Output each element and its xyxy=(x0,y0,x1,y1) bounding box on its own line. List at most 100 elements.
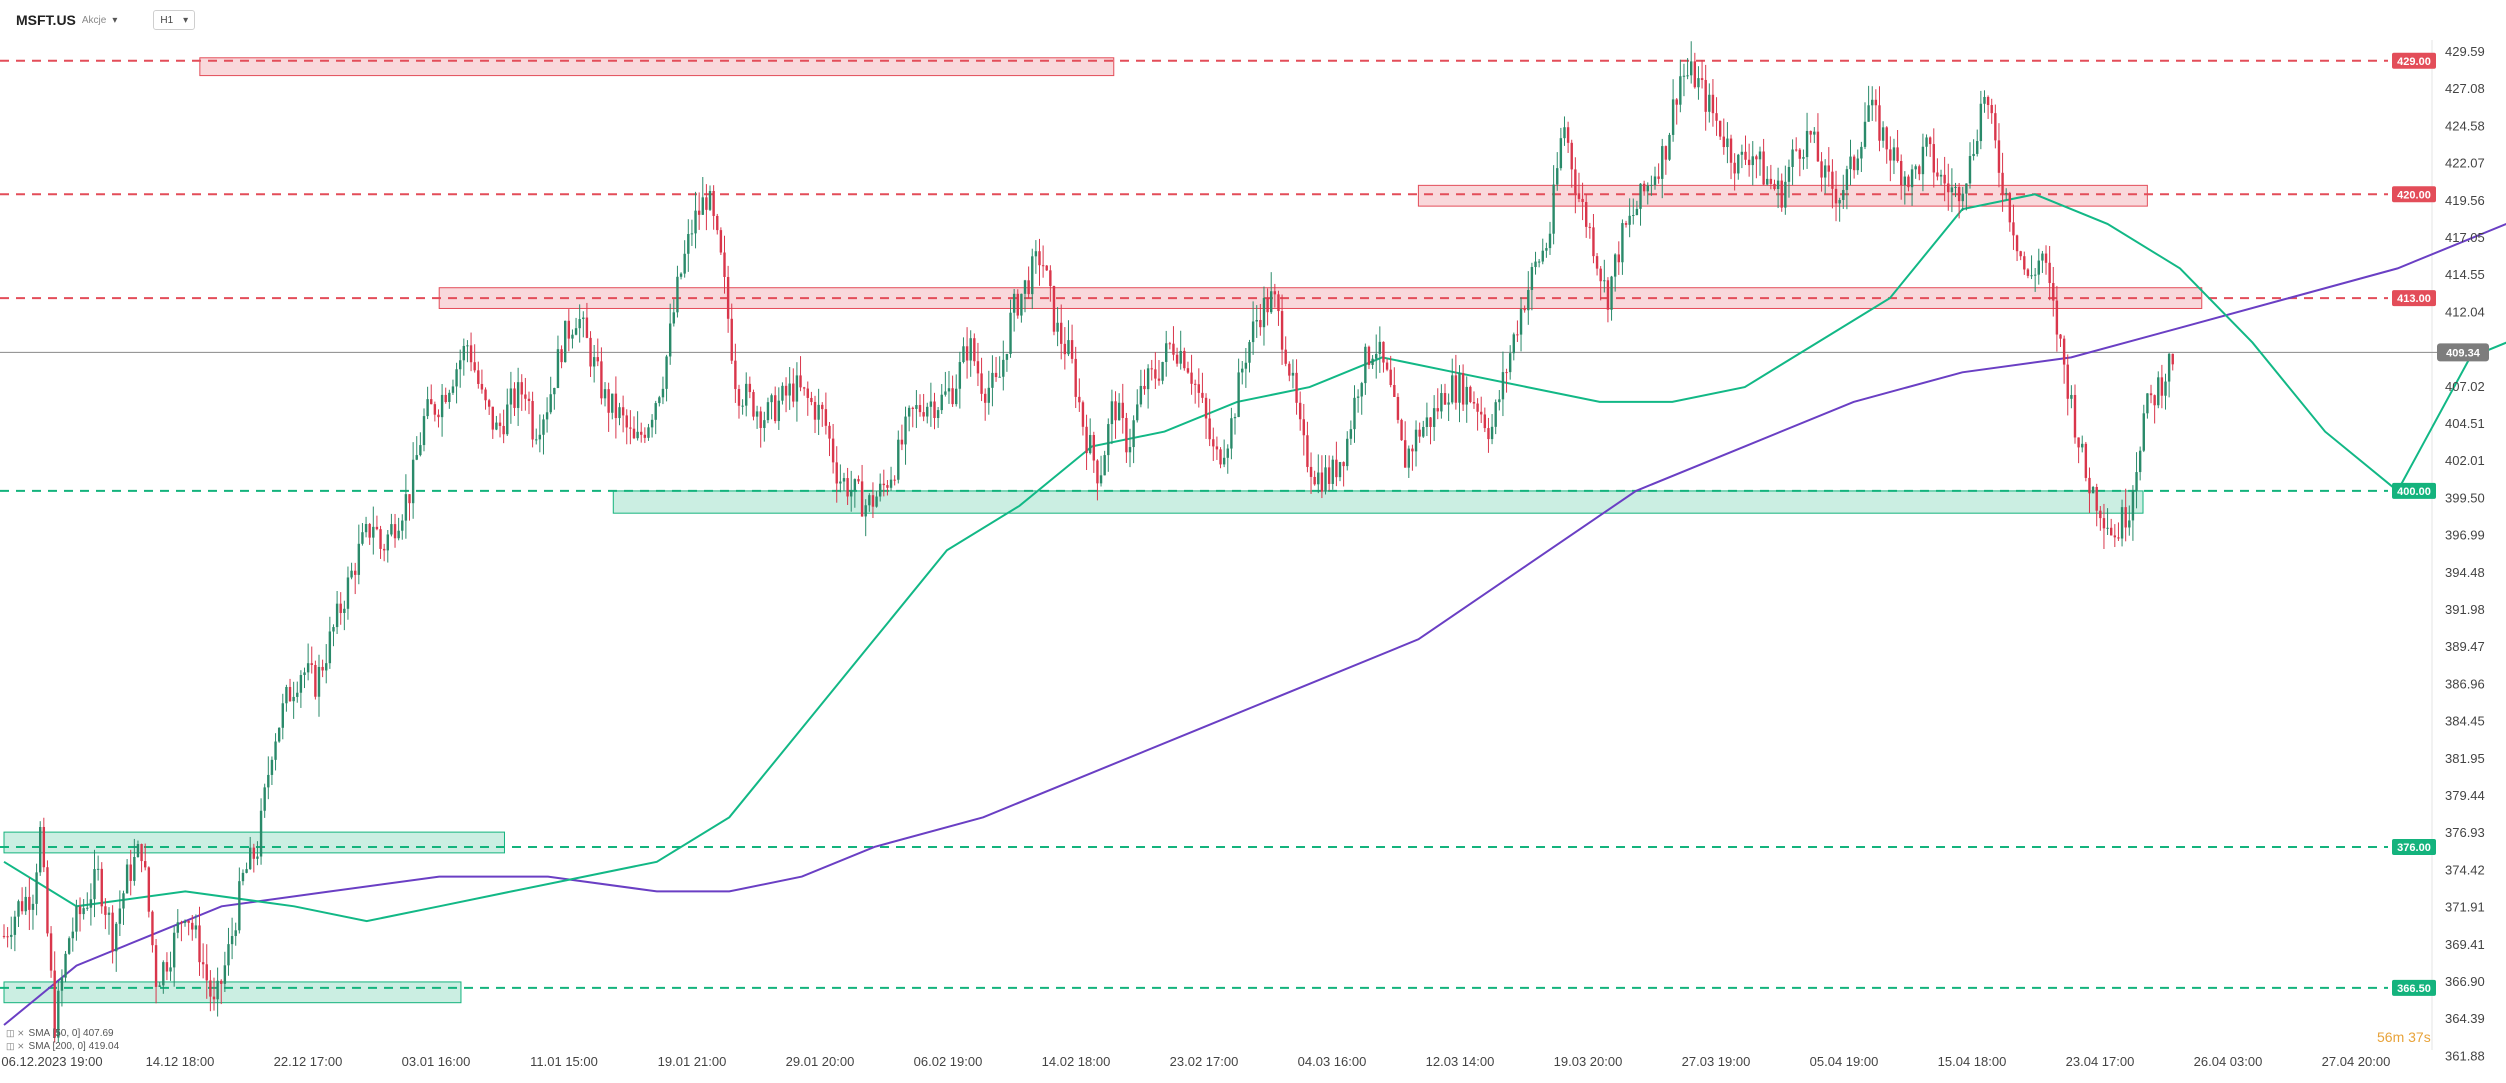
candle-down xyxy=(1060,322,1063,344)
candle-down xyxy=(49,933,53,971)
candle-down xyxy=(20,901,24,912)
candle-up xyxy=(687,234,690,254)
candle-down xyxy=(1418,429,1421,437)
candle-down xyxy=(1733,162,1736,174)
candle-up xyxy=(1849,156,1852,170)
candle-down xyxy=(1762,151,1765,185)
symbol-name[interactable]: MSFT.US xyxy=(16,12,76,28)
candle-up xyxy=(1414,429,1418,452)
candle-down xyxy=(382,548,386,551)
y-tick-label: 364.39 xyxy=(2445,1011,2485,1026)
candle-up xyxy=(462,345,466,361)
candle-up xyxy=(1921,146,1925,175)
candle-up xyxy=(1244,362,1248,369)
level-label-bg xyxy=(2392,482,2436,499)
candle-up xyxy=(1871,99,1874,106)
x-tick-label: 15.04 18:00 xyxy=(1938,1054,2007,1069)
candle-down xyxy=(498,422,502,426)
candle-down xyxy=(1335,459,1338,478)
candle-up xyxy=(665,356,668,389)
candle-down xyxy=(614,393,618,419)
candle-down xyxy=(1461,373,1465,405)
candle-down xyxy=(1197,384,1201,393)
symbol-dropdown-icon[interactable]: ▾ xyxy=(112,14,118,26)
indicator-icon: ◫ ⨯ xyxy=(6,1028,25,1038)
candle-down xyxy=(1309,466,1313,477)
candle-down xyxy=(2171,353,2174,365)
candle-down xyxy=(2066,364,2069,399)
y-tick-label: 422.07 xyxy=(2445,156,2485,171)
candle-down xyxy=(643,434,647,438)
candle-up xyxy=(172,932,176,968)
candle-down xyxy=(621,407,625,416)
candle-down xyxy=(2073,394,2077,438)
legend-sma200[interactable]: ◫ ⨯ SMA [200, 0] 419.04 xyxy=(6,1040,119,1053)
candle-down xyxy=(1704,79,1707,112)
candle-up xyxy=(592,357,596,367)
candle-up xyxy=(929,401,933,407)
candle-down xyxy=(1038,251,1041,266)
candle-down xyxy=(784,385,788,396)
candle-down xyxy=(1827,165,1830,172)
x-tick-label: 04.03 16:00 xyxy=(1298,1054,1367,1069)
candle-down xyxy=(980,373,983,394)
candle-up xyxy=(878,483,882,497)
candle-up xyxy=(679,273,683,277)
candle-up xyxy=(93,869,96,900)
candle-down xyxy=(469,345,473,363)
candle-up xyxy=(1784,181,1787,208)
legend-sma50[interactable]: ◫ ⨯ SMA [50, 0] 407.69 xyxy=(6,1027,119,1040)
candle-up xyxy=(618,407,621,419)
candle-down xyxy=(1443,393,1447,405)
candle-down xyxy=(1016,293,1019,316)
candle-up xyxy=(1360,383,1363,397)
candle-up xyxy=(245,869,248,873)
candle-up xyxy=(1726,138,1729,148)
candle-up xyxy=(1519,308,1523,335)
timeframe-select[interactable]: H1 ▾ xyxy=(153,10,196,30)
candle-up xyxy=(1425,417,1429,427)
y-tick-label: 374.42 xyxy=(2445,862,2485,877)
candle-up xyxy=(1255,320,1258,322)
candle-up xyxy=(1324,467,1327,492)
candle-down xyxy=(78,906,82,915)
x-tick-label: 12.03 14:00 xyxy=(1426,1054,1495,1069)
candle-down xyxy=(1896,147,1899,162)
candle-up xyxy=(256,856,259,859)
candle-up xyxy=(1530,267,1534,290)
candle-down xyxy=(310,663,313,665)
candle-up xyxy=(2142,413,2145,451)
y-tick-label: 389.47 xyxy=(2445,639,2485,654)
candle-up xyxy=(958,362,962,389)
candle-down xyxy=(2055,300,2059,335)
candle-down xyxy=(1595,256,1599,269)
candle-down xyxy=(824,409,828,426)
indicator-icon: ◫ ⨯ xyxy=(6,1041,25,1051)
candle-up xyxy=(1508,353,1512,373)
candle-up xyxy=(1639,183,1642,209)
candle-up xyxy=(82,908,85,915)
candle-up xyxy=(668,323,672,357)
x-tick-label: 23.04 17:00 xyxy=(2066,1054,2135,1069)
candle-down xyxy=(1393,385,1396,397)
candle-up xyxy=(325,663,328,671)
candle-down xyxy=(716,215,719,231)
candle-up xyxy=(2004,193,2008,195)
candle-down xyxy=(933,401,936,418)
candle-down xyxy=(140,844,143,862)
candle-down xyxy=(1389,369,1392,386)
candle-up xyxy=(661,388,665,398)
candles-layer xyxy=(2,41,2174,1043)
candle-down xyxy=(1284,349,1287,364)
candle-up xyxy=(2138,450,2142,473)
y-tick-label: 396.99 xyxy=(2445,528,2485,543)
candle-down xyxy=(835,462,838,484)
candle-up xyxy=(795,375,799,402)
candle-up xyxy=(1548,233,1552,249)
candle-down xyxy=(1744,151,1747,160)
candle-up xyxy=(118,908,122,924)
candle-up xyxy=(741,405,744,407)
candle-up xyxy=(907,407,911,417)
x-tick-label: 22.12 17:00 xyxy=(274,1054,343,1069)
